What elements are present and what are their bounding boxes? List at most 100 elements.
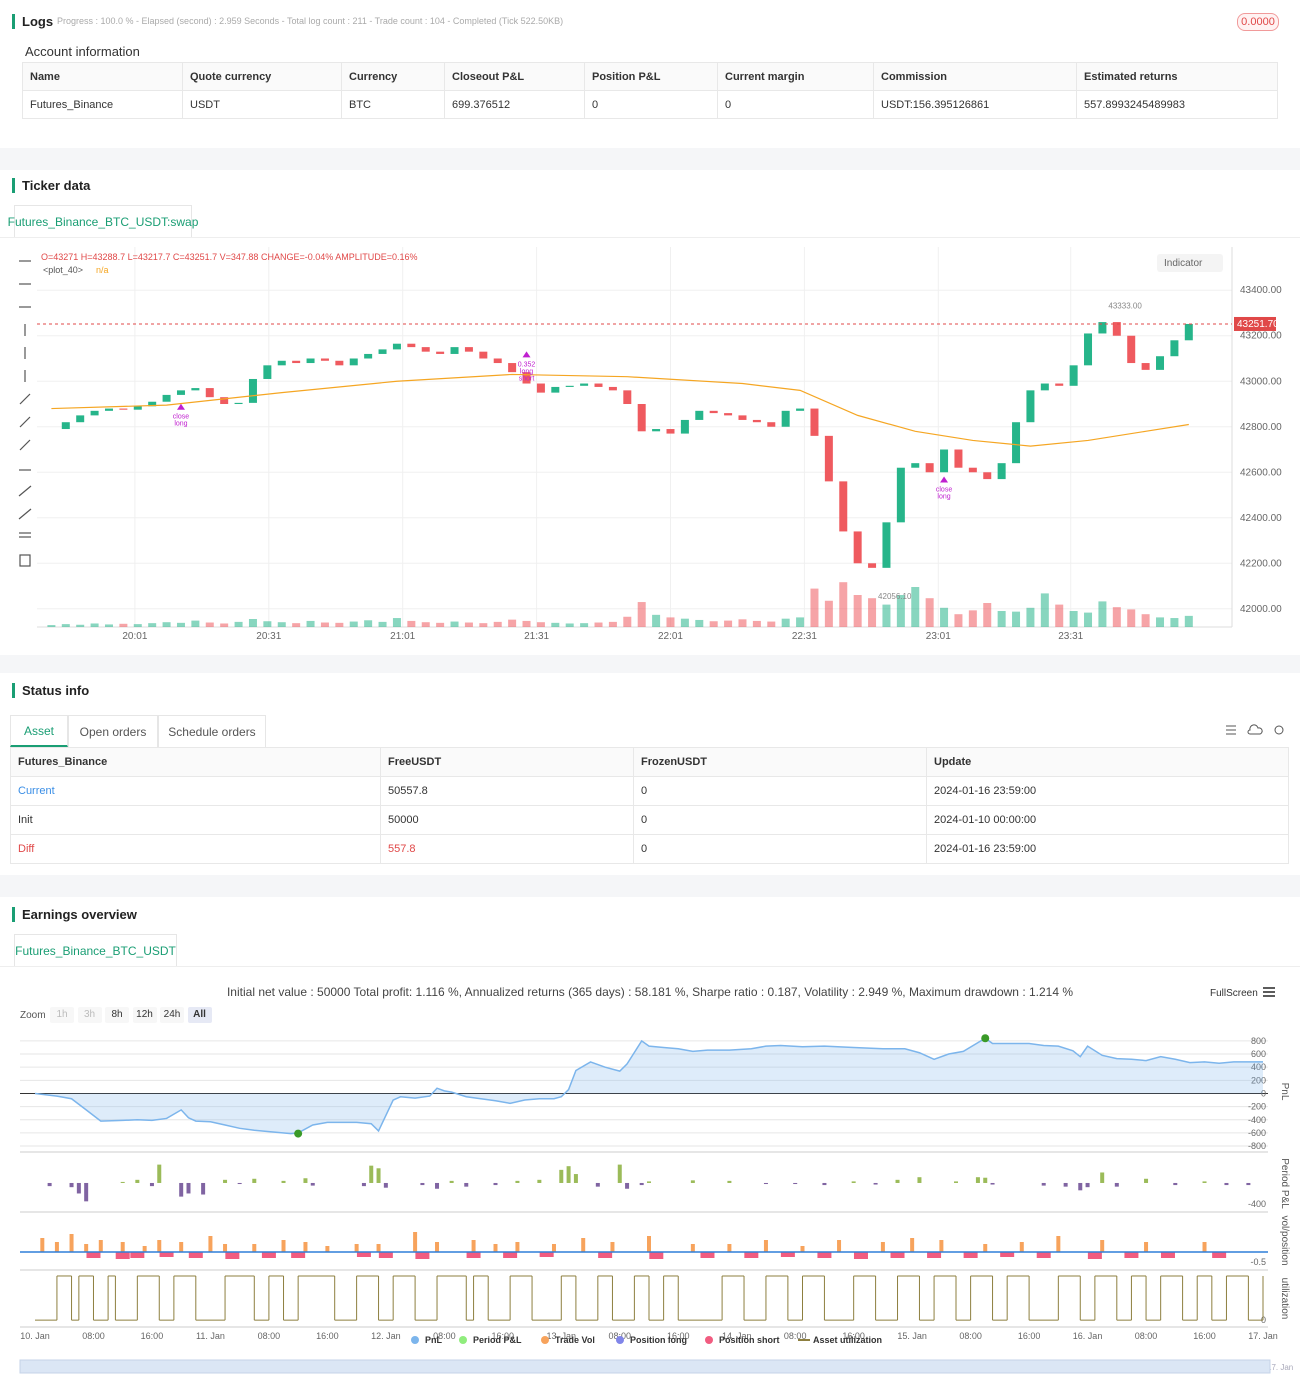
position-short-bar bbox=[1000, 1252, 1015, 1257]
account-title: Account information bbox=[25, 44, 140, 59]
header-cell: FrozenUSDT bbox=[634, 748, 927, 777]
status-tab[interactable]: Open orders bbox=[68, 715, 158, 747]
logs-title: Logs bbox=[12, 14, 53, 29]
cell: 557.8993245489983 bbox=[1077, 91, 1278, 119]
earnings-tab[interactable]: Futures_Binance_BTC_USDT bbox=[14, 934, 177, 966]
legend-label[interactable]: Period P&L bbox=[473, 1335, 522, 1345]
period-bar bbox=[639, 1182, 644, 1186]
legend-label[interactable]: Asset utilization bbox=[813, 1335, 882, 1345]
position-short-bar bbox=[780, 1252, 795, 1257]
status-tab[interactable]: Asset bbox=[10, 715, 68, 747]
legend-label[interactable]: Position long bbox=[630, 1335, 687, 1345]
x-tick-label: 16:00 bbox=[1018, 1331, 1041, 1341]
position-short-bar bbox=[86, 1252, 101, 1258]
last-price-label: 43251.70 bbox=[1237, 319, 1279, 330]
volume-bar bbox=[896, 595, 905, 627]
indicator-label[interactable]: Indicator bbox=[1164, 258, 1203, 269]
fullscreen[interactable]: FullScreen bbox=[1210, 988, 1258, 999]
candle bbox=[853, 531, 862, 564]
candle bbox=[608, 386, 617, 391]
candle bbox=[450, 347, 459, 354]
position-short-bar bbox=[115, 1252, 130, 1259]
candle bbox=[306, 358, 315, 364]
volume-bar bbox=[306, 620, 315, 627]
earnings-summary: Initial net value : 50000 Total profit: … bbox=[226, 985, 1074, 999]
position-short-bar bbox=[225, 1252, 240, 1259]
volume-bar bbox=[479, 623, 488, 627]
volume-bar bbox=[637, 602, 646, 627]
period-bar bbox=[1144, 1178, 1149, 1183]
extreme-point bbox=[294, 1129, 303, 1138]
volume-bar bbox=[76, 624, 85, 627]
candle bbox=[364, 353, 373, 359]
period-bar bbox=[566, 1166, 571, 1183]
cell: Init bbox=[11, 806, 381, 835]
plot-value: n/a bbox=[96, 265, 109, 275]
candle bbox=[90, 410, 99, 416]
volume-bar bbox=[968, 610, 977, 627]
trade-vol-bar bbox=[303, 1242, 308, 1252]
period-bar bbox=[120, 1181, 125, 1183]
position-short-bar bbox=[1160, 1252, 1175, 1258]
candle bbox=[911, 463, 920, 468]
trade-label: close bbox=[936, 487, 952, 494]
trade-vol-bar bbox=[939, 1240, 944, 1252]
position-short-bar bbox=[853, 1252, 868, 1259]
x-tick-label: 16:00 bbox=[667, 1331, 690, 1341]
legend-label[interactable]: Position short bbox=[719, 1335, 780, 1345]
trade-vol-bar bbox=[581, 1238, 586, 1252]
indicator-button[interactable] bbox=[1157, 254, 1223, 272]
candle bbox=[191, 388, 200, 391]
volume-bar bbox=[940, 607, 949, 627]
candle bbox=[551, 386, 560, 393]
period-bar bbox=[793, 1182, 798, 1185]
trade-vol-bar bbox=[54, 1242, 59, 1252]
trade-vol-bar bbox=[252, 1244, 257, 1252]
y-tick-label: 42600.00 bbox=[1240, 467, 1282, 478]
volume-bar bbox=[796, 617, 805, 627]
y-tick-label: 42800.00 bbox=[1240, 422, 1282, 433]
legend-label[interactable]: Trade Vol bbox=[555, 1335, 595, 1345]
volume-bar bbox=[666, 617, 675, 627]
period-bar bbox=[237, 1182, 242, 1185]
candle bbox=[407, 343, 416, 348]
period-bar bbox=[383, 1182, 388, 1188]
axis-title: PnL bbox=[1279, 1083, 1290, 1101]
x-tick-label: 23:01 bbox=[926, 631, 951, 642]
candle bbox=[1012, 422, 1021, 464]
volume-bar bbox=[824, 600, 833, 627]
cell: Current bbox=[11, 777, 381, 806]
x-tick-label: 22:31 bbox=[792, 631, 817, 642]
status-icons bbox=[1226, 724, 1284, 735]
menu-icon[interactable] bbox=[1262, 986, 1276, 998]
volume-bar bbox=[983, 603, 992, 627]
header-cell: FreeUSDT bbox=[381, 748, 634, 777]
candle bbox=[680, 419, 689, 434]
zoom-button: 12h bbox=[132, 1007, 157, 1023]
x-tick-label: 08:00 bbox=[959, 1331, 982, 1341]
status-tab[interactable]: Schedule orders bbox=[158, 715, 266, 747]
position-short-bar bbox=[700, 1252, 715, 1258]
volume-bar bbox=[407, 620, 416, 627]
earnings-chart: PnL 800 600 400 200 0 -200 -400 -600 -800 Period P… bbox=[19, 1034, 1293, 1374]
trade-vol-bar bbox=[1100, 1240, 1105, 1252]
candle bbox=[464, 347, 473, 352]
position-short-bar bbox=[890, 1252, 905, 1258]
volume-bar bbox=[882, 604, 891, 627]
volume-bar bbox=[565, 623, 574, 627]
ticker-tab[interactable]: Futures_Binance_BTC_USDT:swap bbox=[8, 205, 198, 237]
candle bbox=[1084, 333, 1093, 366]
volume-bar bbox=[1098, 601, 1107, 627]
trade-vol-bar bbox=[493, 1244, 498, 1252]
cell: USDT bbox=[183, 91, 342, 119]
period-bar bbox=[157, 1164, 162, 1183]
trade-vol-bar bbox=[413, 1232, 418, 1252]
zoom-button: 3h bbox=[77, 1007, 102, 1023]
position-short-bar bbox=[1087, 1252, 1102, 1259]
candle bbox=[839, 481, 848, 532]
trade-vol-bar bbox=[690, 1244, 695, 1252]
axis-title: Period P&L bbox=[1279, 1158, 1290, 1209]
volume-bar bbox=[320, 622, 329, 627]
legend-label[interactable]: PnL bbox=[425, 1335, 443, 1345]
candle bbox=[522, 372, 531, 384]
